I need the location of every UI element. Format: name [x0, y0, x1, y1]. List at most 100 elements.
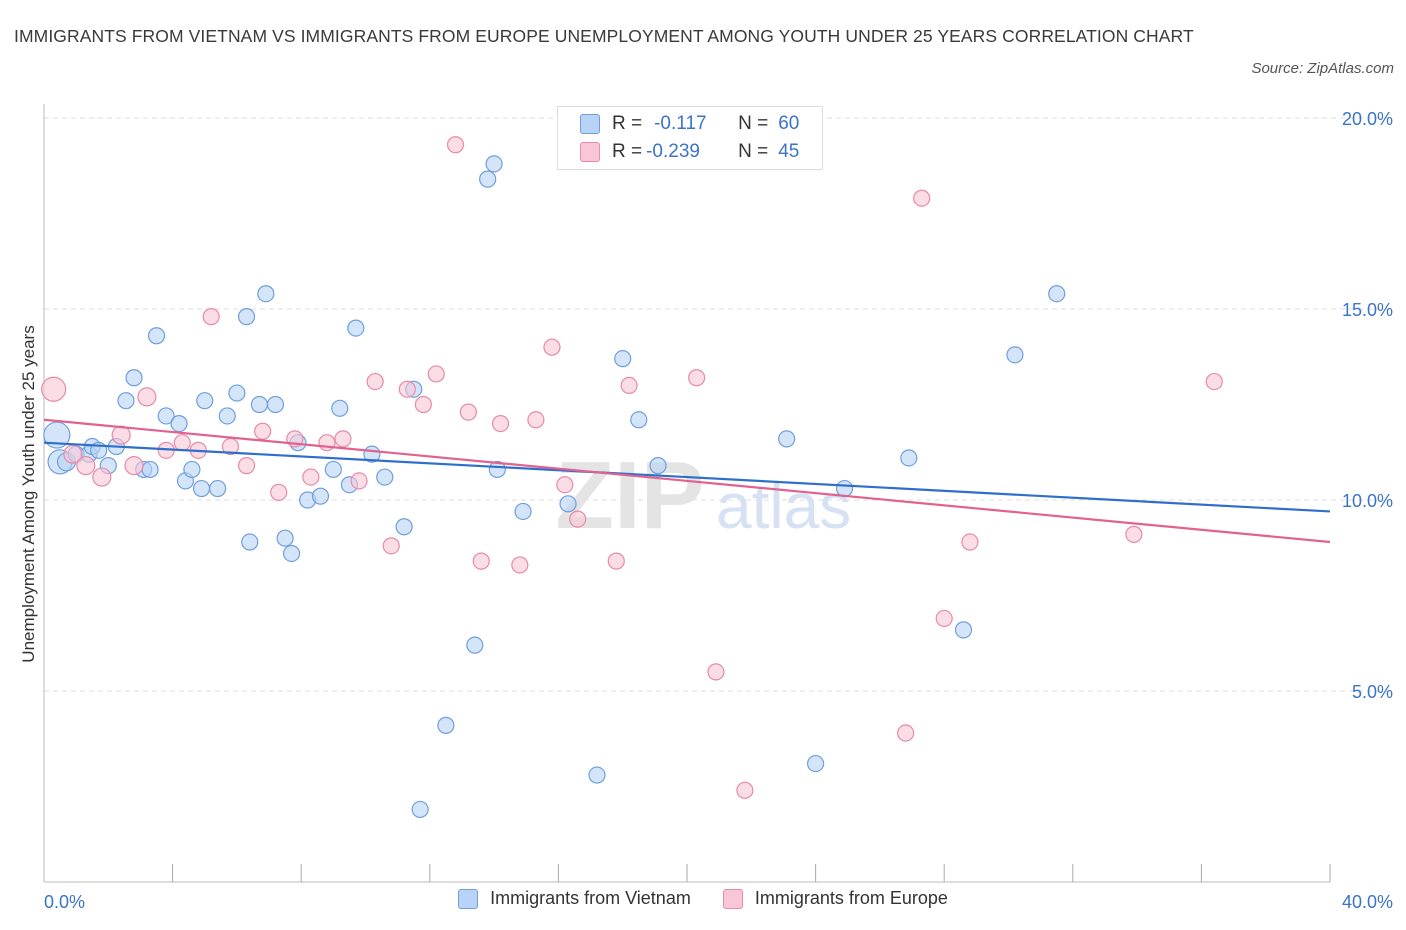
europe-point	[1125, 525, 1143, 543]
europe-point	[92, 467, 112, 487]
points-layer	[41, 136, 1223, 819]
vietnam-point	[276, 529, 294, 547]
vietnam-point	[125, 369, 143, 387]
series-legend: Immigrants from Vietnam Immigrants from …	[0, 888, 1406, 909]
europe-point	[569, 510, 587, 528]
europe-point	[688, 369, 706, 387]
europe-point	[254, 422, 272, 440]
vietnam-point	[117, 392, 135, 410]
n-value: 60	[778, 113, 800, 134]
vietnam-point	[237, 308, 256, 326]
n-label: N =	[738, 113, 769, 134]
y-tick-label: 15.0%	[1342, 300, 1393, 320]
axis-layer: 5.0% 10.0% 15.0% 20.0%	[43, 104, 1393, 883]
europe-point	[334, 430, 352, 448]
y-tick-label: 10.0%	[1342, 491, 1393, 511]
vietnam-point	[649, 457, 667, 475]
europe-point	[620, 376, 638, 394]
europe-point	[446, 136, 465, 154]
source-label: Source: ZipAtlas.com	[1251, 60, 1394, 77]
vietnam-swatch	[580, 114, 600, 134]
legend-item-europe: Immigrants from Europe	[722, 888, 948, 909]
europe-point	[961, 533, 979, 551]
europe-point	[366, 372, 384, 391]
europe-point	[350, 472, 368, 490]
vietnam-point	[1006, 346, 1024, 364]
europe-point	[270, 483, 288, 501]
vietnam-point	[241, 533, 259, 551]
vietnam-point	[331, 399, 349, 417]
vietnam-point	[183, 460, 201, 479]
vietnam-point	[192, 479, 211, 498]
r-label: R =	[612, 113, 643, 134]
vietnam-point	[488, 460, 506, 479]
vietnam-point	[196, 392, 214, 410]
europe-point	[897, 724, 915, 742]
vietnam-point	[514, 502, 532, 521]
vietnam-point	[588, 766, 606, 784]
europe-point	[237, 457, 256, 475]
y-tick-label: 5.0%	[1352, 682, 1393, 702]
vietnam-point	[466, 636, 484, 654]
europe-point	[607, 552, 625, 570]
europe-point	[913, 189, 931, 207]
vietnam-point	[257, 285, 275, 303]
vietnam-point	[157, 407, 175, 425]
vietnam-point	[437, 716, 455, 734]
vietnam-point	[411, 800, 429, 819]
trend-layer	[43, 418, 1331, 544]
legend-label-europe: Immigrants from Europe	[754, 888, 948, 908]
vietnam-point	[218, 407, 236, 425]
europe-point	[398, 380, 416, 398]
r-value: -0.239	[646, 141, 700, 162]
vietnam-point	[170, 415, 188, 433]
europe-point	[41, 376, 67, 402]
europe-point	[707, 663, 725, 681]
europe-point	[427, 365, 445, 383]
vietnam-point	[228, 384, 246, 402]
vietnam-point	[614, 350, 632, 368]
vietnam-point	[1048, 285, 1066, 303]
europe-point	[491, 415, 510, 433]
europe-point	[543, 338, 561, 356]
europe-point	[556, 476, 574, 494]
vietnam-swatch	[458, 888, 479, 909]
chart-title: IMMIGRANTS FROM VIETNAM VS IMMIGRANTS FR…	[14, 26, 1194, 46]
europe-point	[736, 781, 754, 799]
europe-point	[414, 395, 432, 414]
europe-point	[935, 609, 953, 628]
vietnam-point	[282, 544, 301, 563]
correlation-legend: R = -0.117 N = 60 R = -0.239 N = 45	[557, 106, 823, 170]
vietnam-point	[395, 518, 413, 536]
europe-point	[124, 456, 144, 476]
vietnam-point	[954, 621, 973, 639]
legend-label-vietnam: Immigrants from Vietnam	[490, 888, 691, 908]
x-tick-label-max: 40.0%	[1342, 892, 1393, 912]
europe-swatch	[722, 888, 743, 909]
x-tick-label-min: 0.0%	[44, 892, 85, 912]
vietnam-point	[347, 319, 365, 337]
europe-point	[459, 403, 477, 421]
europe-point	[527, 411, 545, 429]
vietnam-point	[250, 395, 269, 414]
r-label: R =	[612, 141, 643, 162]
legend-row-europe: R = -0.239 N = 45	[580, 138, 799, 166]
vietnam-point	[324, 460, 342, 479]
grid-layer	[44, 117, 1393, 692]
vietnam-point	[835, 479, 854, 498]
europe-trend-line	[43, 418, 1331, 544]
europe-point	[382, 537, 400, 555]
europe-point	[302, 468, 320, 486]
vietnam-point	[900, 449, 918, 467]
y-tick-label: 20.0%	[1342, 109, 1393, 129]
vietnam-point	[376, 468, 394, 486]
vietnam-point	[266, 395, 285, 414]
europe-point	[1205, 372, 1223, 391]
vietnam-point	[778, 430, 796, 448]
vietnam-point	[479, 170, 497, 188]
legend-row-vietnam: R = -0.117 N = 60	[580, 110, 799, 138]
europe-point	[173, 434, 191, 452]
r-value: -0.117	[654, 113, 707, 134]
vietnam-point	[141, 460, 159, 479]
